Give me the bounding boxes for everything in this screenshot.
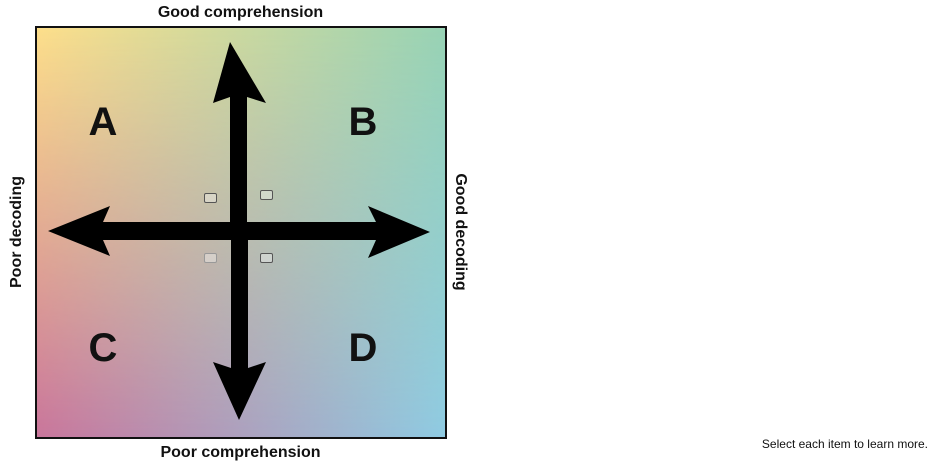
quadrant-a-label: A xyxy=(88,100,118,144)
arrow-up-icon xyxy=(213,42,266,222)
hotspot-quadrant-d[interactable] xyxy=(260,253,273,263)
instruction-text: Select each item to learn more. xyxy=(761,437,928,451)
axis-label-top: Good comprehension xyxy=(157,4,324,21)
arrow-left-icon xyxy=(48,206,240,256)
axis-label-bottom: Poor comprehension xyxy=(160,444,321,461)
quadrant-b-label: B xyxy=(348,100,378,144)
hotspot-quadrant-a[interactable] xyxy=(204,193,217,203)
hotspot-quadrant-c[interactable] xyxy=(204,253,217,263)
quadrant-d-label: D xyxy=(348,326,378,370)
hotspot-quadrant-b[interactable] xyxy=(260,190,273,200)
arrow-down-icon xyxy=(213,240,266,420)
arrow-right-icon xyxy=(230,206,430,258)
quadrant-c-label: C xyxy=(88,326,118,370)
